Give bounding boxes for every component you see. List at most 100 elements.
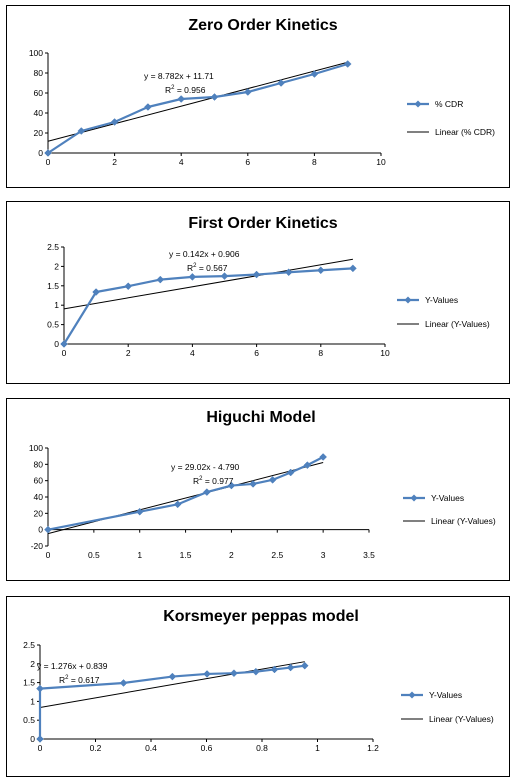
x-tick-label: 0	[38, 743, 43, 753]
chart-title: Zero Order Kinetics	[188, 17, 337, 34]
data-point	[220, 272, 229, 280]
data-point	[203, 670, 211, 678]
data-point	[230, 669, 238, 678]
data-point	[77, 127, 86, 135]
data-point	[92, 288, 100, 296]
data-point	[156, 275, 165, 284]
x-tick-label: 3	[321, 550, 326, 560]
chart-title: Korsmeyer peppas model	[163, 608, 359, 625]
series-line	[47, 456, 324, 531]
legend-trend-label: Linear (Y-Values)	[425, 319, 490, 329]
y-tick-label: 1	[30, 696, 35, 706]
data-point	[124, 282, 133, 291]
y-tick-label: 2.5	[47, 242, 59, 252]
data-point	[249, 480, 257, 488]
x-tick-label: 0.2	[90, 743, 102, 753]
x-tick-label: 8	[318, 348, 323, 358]
x-tick-label: 6	[245, 157, 250, 167]
y-tick-label: 1	[54, 300, 59, 310]
chart-panel-zero-order: Zero Order Kinetics 0 20 40 60 80 100 0 2 4 6 8 10 y …	[6, 5, 510, 188]
x-tick-label: 10	[376, 157, 386, 167]
y-tick-label: 80	[34, 459, 44, 469]
x-tick-label: 10	[380, 348, 390, 358]
y-tick-label: 80	[34, 68, 44, 78]
korsmeyer-peppas-chart: Korsmeyer peppas model 0 0.5 1 1.5 2 2.5 0 0.2 0.…	[23, 608, 494, 753]
trendline	[39, 661, 305, 708]
data-point	[286, 468, 295, 477]
chart-panel-higuchi: Higuchi Model -20 0 20 40 60 80 100 0 0.5 1 1.5 2 2.5…	[6, 398, 510, 581]
legend-series-marker	[408, 691, 416, 699]
data-point	[243, 88, 252, 96]
data-point	[188, 273, 197, 281]
chart-title: First Order Kinetics	[188, 215, 337, 232]
x-tick-label: 0.4	[145, 743, 157, 753]
y-tick-label: 0	[38, 525, 43, 535]
data-point	[202, 488, 211, 496]
x-tick-label: 4	[190, 348, 195, 358]
data-point	[343, 60, 352, 68]
data-point	[144, 103, 152, 111]
r-squared-label: R2 = 0.977	[193, 476, 234, 486]
data-point	[252, 667, 260, 676]
y-tick-label: 40	[34, 108, 44, 118]
data-point	[44, 149, 52, 157]
data-point	[277, 79, 285, 87]
x-tick-label: 1.5	[180, 550, 192, 560]
trendline	[47, 461, 324, 535]
y-tick-label: 60	[34, 476, 44, 486]
x-tick-label: 1.2	[367, 743, 379, 753]
y-tick-label: 20	[34, 128, 44, 138]
data-point	[319, 453, 327, 461]
data-point	[168, 672, 177, 681]
x-tick-label: 6	[254, 348, 259, 358]
y-tick-label: 100	[29, 48, 43, 58]
y-tick-label: 60	[34, 88, 44, 98]
y-tick-label: 0.5	[23, 715, 35, 725]
y-tick-label: 2	[54, 261, 59, 271]
series-line	[38, 664, 305, 739]
chart-title: Higuchi Model	[206, 409, 315, 426]
data-point	[300, 661, 309, 670]
legend-series-label: Y-Values	[425, 295, 458, 305]
data-point	[270, 665, 279, 674]
legend-series-marker	[414, 100, 422, 108]
trendline	[47, 61, 348, 142]
first-order-chart: First Order Kinetics 0 0.5 1 1.5 2 2.5 0 2 4 6 8 10 y…	[47, 215, 490, 358]
y-tick-label: 1.5	[47, 281, 59, 291]
data-point	[210, 93, 219, 101]
r-squared-label: R2 = 0.956	[165, 85, 206, 95]
x-tick-label: 4	[179, 157, 184, 167]
data-point	[173, 500, 182, 509]
zero-order-chart: Zero Order Kinetics 0 20 40 60 80 100 0 2 4 6 8 10 y …	[29, 17, 495, 167]
data-point	[119, 679, 128, 687]
data-point	[310, 70, 319, 78]
r-squared-label: R2 = 0.567	[187, 263, 228, 273]
data-point	[177, 95, 186, 103]
y-tick-label: 20	[34, 508, 44, 518]
trendline-equation: y = 0.142x + 0.906	[169, 249, 240, 259]
data-point	[135, 507, 144, 516]
x-tick-label: 0	[46, 550, 51, 560]
data-point	[227, 481, 236, 490]
legend-series-label: % CDR	[435, 99, 463, 109]
y-tick-label: 0.5	[47, 320, 59, 330]
r-squared-label: R2 = 0.617	[59, 675, 100, 685]
data-point	[110, 118, 119, 126]
legend-trend-label: Linear (% CDR)	[435, 127, 495, 137]
legend-series-marker	[410, 494, 418, 502]
data-point	[349, 264, 357, 273]
chart-panel-first-order: First Order Kinetics 0 0.5 1 1.5 2 2.5 0 2 4 6 8 10 y…	[6, 201, 510, 384]
x-tick-label: 0.8	[256, 743, 268, 753]
x-tick-label: 0.5	[88, 550, 100, 560]
data-point	[36, 735, 44, 743]
series-line	[63, 267, 353, 345]
data-point	[44, 525, 52, 534]
x-tick-label: 0.6	[201, 743, 213, 753]
data-point	[316, 266, 325, 275]
x-tick-label: 0	[46, 157, 51, 167]
y-tick-label: 2.5	[23, 640, 35, 650]
y-tick-label: -20	[31, 541, 44, 551]
data-point	[60, 340, 68, 348]
x-tick-label: 2.5	[271, 550, 283, 560]
